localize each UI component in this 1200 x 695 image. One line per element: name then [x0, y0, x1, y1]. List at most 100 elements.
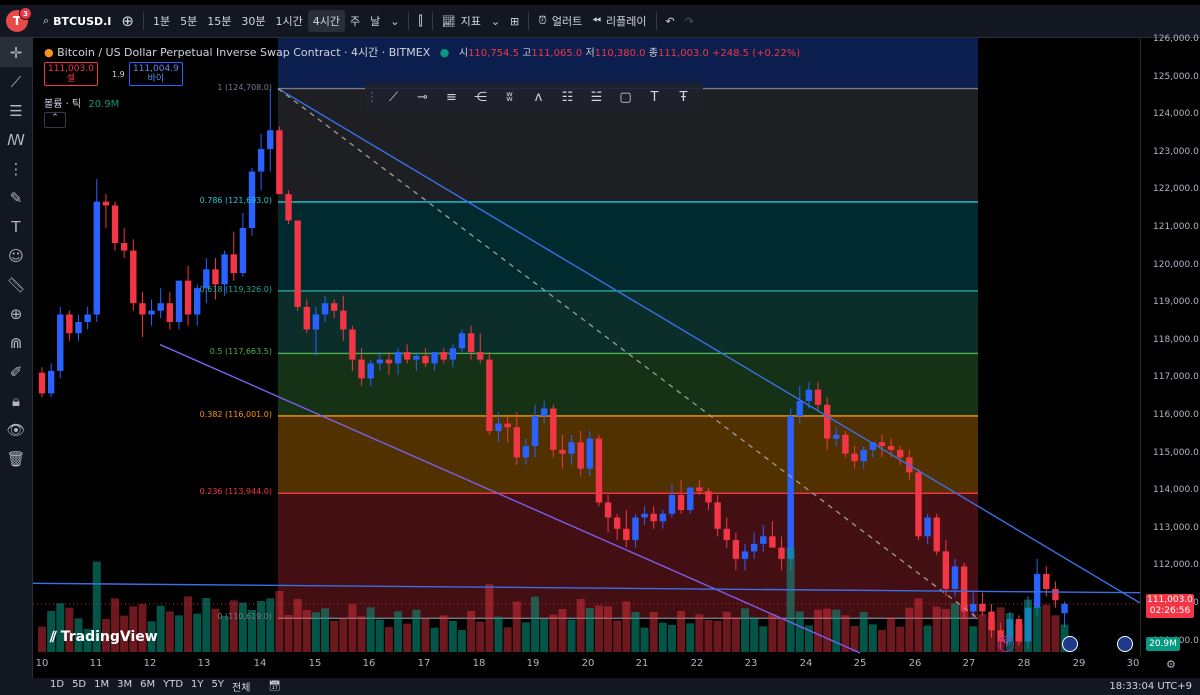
candle-body — [550, 408, 557, 450]
candle-body — [586, 438, 593, 469]
interval-group: 1분 5분 15분 30분 1시간 4시간 주 날 — [148, 10, 385, 32]
redo-button[interactable]: ↷ — [680, 10, 699, 32]
text-icon[interactable]: T — [650, 89, 659, 105]
volume-bar — [594, 605, 603, 652]
range-3[interactable]: 3M — [117, 679, 133, 690]
candle-body — [970, 604, 977, 612]
zoom-tool[interactable]: ⊕ — [0, 299, 32, 328]
us-flag-event-icon[interactable] — [1062, 636, 1078, 652]
chart-type-button[interactable]: ⫿ — [413, 10, 427, 32]
candle-body — [650, 513, 657, 522]
candle-body — [458, 333, 466, 349]
delete-tool[interactable]: 🗑︎ — [0, 444, 32, 473]
fib-tool[interactable]: ☰ — [0, 96, 32, 125]
rectangle-icon[interactable]: ▢ — [619, 89, 632, 105]
grid-icon: ⊞ — [510, 14, 520, 28]
range-0[interactable]: 1D — [50, 679, 65, 690]
trendline-tool[interactable]: ⟋ — [0, 67, 32, 96]
fib-extension-icon[interactable]: ☱ — [590, 89, 603, 105]
indicators-dropdown[interactable]: ⌄ — [486, 10, 505, 32]
volume-bar — [366, 607, 375, 652]
spread-value: 1.9 — [112, 70, 125, 79]
xabcd-pattern-icon[interactable]: ʬ — [506, 89, 513, 105]
layouts-button[interactable]: ⊞ — [505, 10, 524, 32]
candle-body — [696, 487, 703, 492]
horizontal-ray-icon[interactable]: ⊸ — [417, 89, 428, 105]
fib-retracement-icon[interactable]: ☷ — [561, 89, 574, 105]
chart-pane[interactable] — [33, 38, 1140, 656]
volume-bar — [1042, 604, 1051, 652]
add-symbol-button[interactable]: ⊕ — [116, 10, 139, 32]
axis-settings-button[interactable]: ⚙ — [1166, 658, 1176, 671]
brush-tool[interactable]: ✎ — [0, 183, 32, 212]
candle-body — [1015, 619, 1023, 642]
interval-3[interactable]: 30분 — [241, 15, 266, 28]
candle-body — [321, 303, 329, 315]
magnet-tool[interactable]: ⋒ — [0, 328, 32, 357]
brand-text: TradingView — [60, 629, 158, 645]
range-7[interactable]: 5Y — [211, 679, 225, 690]
volume-bar — [941, 609, 950, 652]
alert-button[interactable]: ⏰︎ 얼러트 — [533, 10, 587, 32]
volume-bar — [430, 627, 439, 652]
range-5[interactable]: YTD — [163, 679, 184, 690]
buy-button[interactable]: 111,004.9 바이 — [129, 62, 183, 86]
trendline-icon[interactable]: ⟋ — [388, 89, 399, 105]
interval-6[interactable]: 주 — [349, 15, 361, 28]
sell-button[interactable]: 111,003.0 셀 — [44, 62, 98, 86]
emoji-tool[interactable]: ☺ — [0, 241, 32, 270]
interval-0[interactable]: 1분 — [152, 15, 171, 28]
volume-bar — [868, 624, 877, 652]
time-axis[interactable]: 10 11 12 13 14 15 16 17 18 19 20 21 22 23 24 25 26 27 28 29… — [33, 656, 1140, 676]
candle-body — [687, 487, 694, 510]
anchored-text-icon[interactable]: Ŧ — [679, 89, 688, 105]
volume-bar — [448, 621, 457, 652]
volume-bar — [1005, 613, 1014, 652]
symbol-search[interactable]: ⌕ BTCUSD.I — [38, 10, 116, 32]
pattern-tool[interactable]: ꟿ — [0, 125, 32, 154]
range-2[interactable]: 1M — [94, 679, 110, 690]
candle-body — [887, 446, 895, 450]
price-axis[interactable]: 126,000.0 125,000.0 124,000.0 123,000.0 122,… — [1140, 34, 1200, 656]
bitcoin-icon: ● — [44, 46, 54, 59]
interval-dropdown[interactable]: ⌄ — [385, 10, 404, 32]
price-tick: 119,000.0 — [1153, 297, 1199, 308]
interval-4[interactable]: 1시간 — [275, 15, 303, 28]
undo-button[interactable]: ↶ — [661, 10, 680, 32]
candle-body — [175, 280, 183, 322]
interval-2[interactable]: 15분 — [207, 15, 232, 28]
us-flag-event-icon[interactable] — [1117, 636, 1133, 652]
range-4[interactable]: 6M — [140, 679, 156, 690]
crosshair-tool[interactable]: ✛ — [0, 38, 32, 67]
candle-body — [47, 370, 55, 394]
measure-tool[interactable]: 📏︎ — [0, 270, 32, 299]
interval-1[interactable]: 5분 — [180, 15, 198, 28]
lightning-event-icon[interactable]: ϟ — [998, 636, 1014, 652]
range-1[interactable]: 5D — [72, 679, 87, 690]
pitchfork-icon[interactable]: ⋲ — [474, 89, 487, 105]
abcd-pattern-icon[interactable]: ᴧ — [534, 89, 543, 105]
volume-bar — [330, 620, 339, 652]
volume-bar — [741, 608, 750, 652]
candle-body — [796, 400, 803, 416]
interval-7[interactable]: 날 — [370, 15, 381, 28]
low-label: 저 — [585, 48, 595, 59]
stay-drawing-tool[interactable]: ✐ — [0, 357, 32, 386]
chart-canvas[interactable] — [33, 38, 1140, 656]
volume-bar — [229, 600, 238, 652]
hide-tool[interactable]: 👁︎ — [0, 415, 32, 444]
lock-tool[interactable]: 🔒︎ — [0, 386, 32, 415]
range-8[interactable]: 전체 — [232, 683, 251, 694]
indicators-button[interactable]: 📈︎ 지표 — [437, 10, 486, 32]
range-6[interactable]: 1Y — [191, 679, 204, 690]
interval-5[interactable]: 4시간 — [307, 10, 345, 32]
text-tool[interactable]: T — [0, 212, 32, 241]
goto-date-button[interactable]: 📅︎ — [264, 681, 285, 692]
drag-handle-icon[interactable]: ⋮ — [365, 89, 379, 105]
collapse-legend-button[interactable]: ⌃ — [44, 112, 66, 128]
candle-body — [495, 423, 502, 432]
forecast-tool[interactable]: ⋮ — [0, 154, 32, 183]
replay-button[interactable]: ⏪︎ 리플레이 — [587, 10, 651, 32]
parallel-channel-icon[interactable]: ≡ — [446, 89, 457, 105]
